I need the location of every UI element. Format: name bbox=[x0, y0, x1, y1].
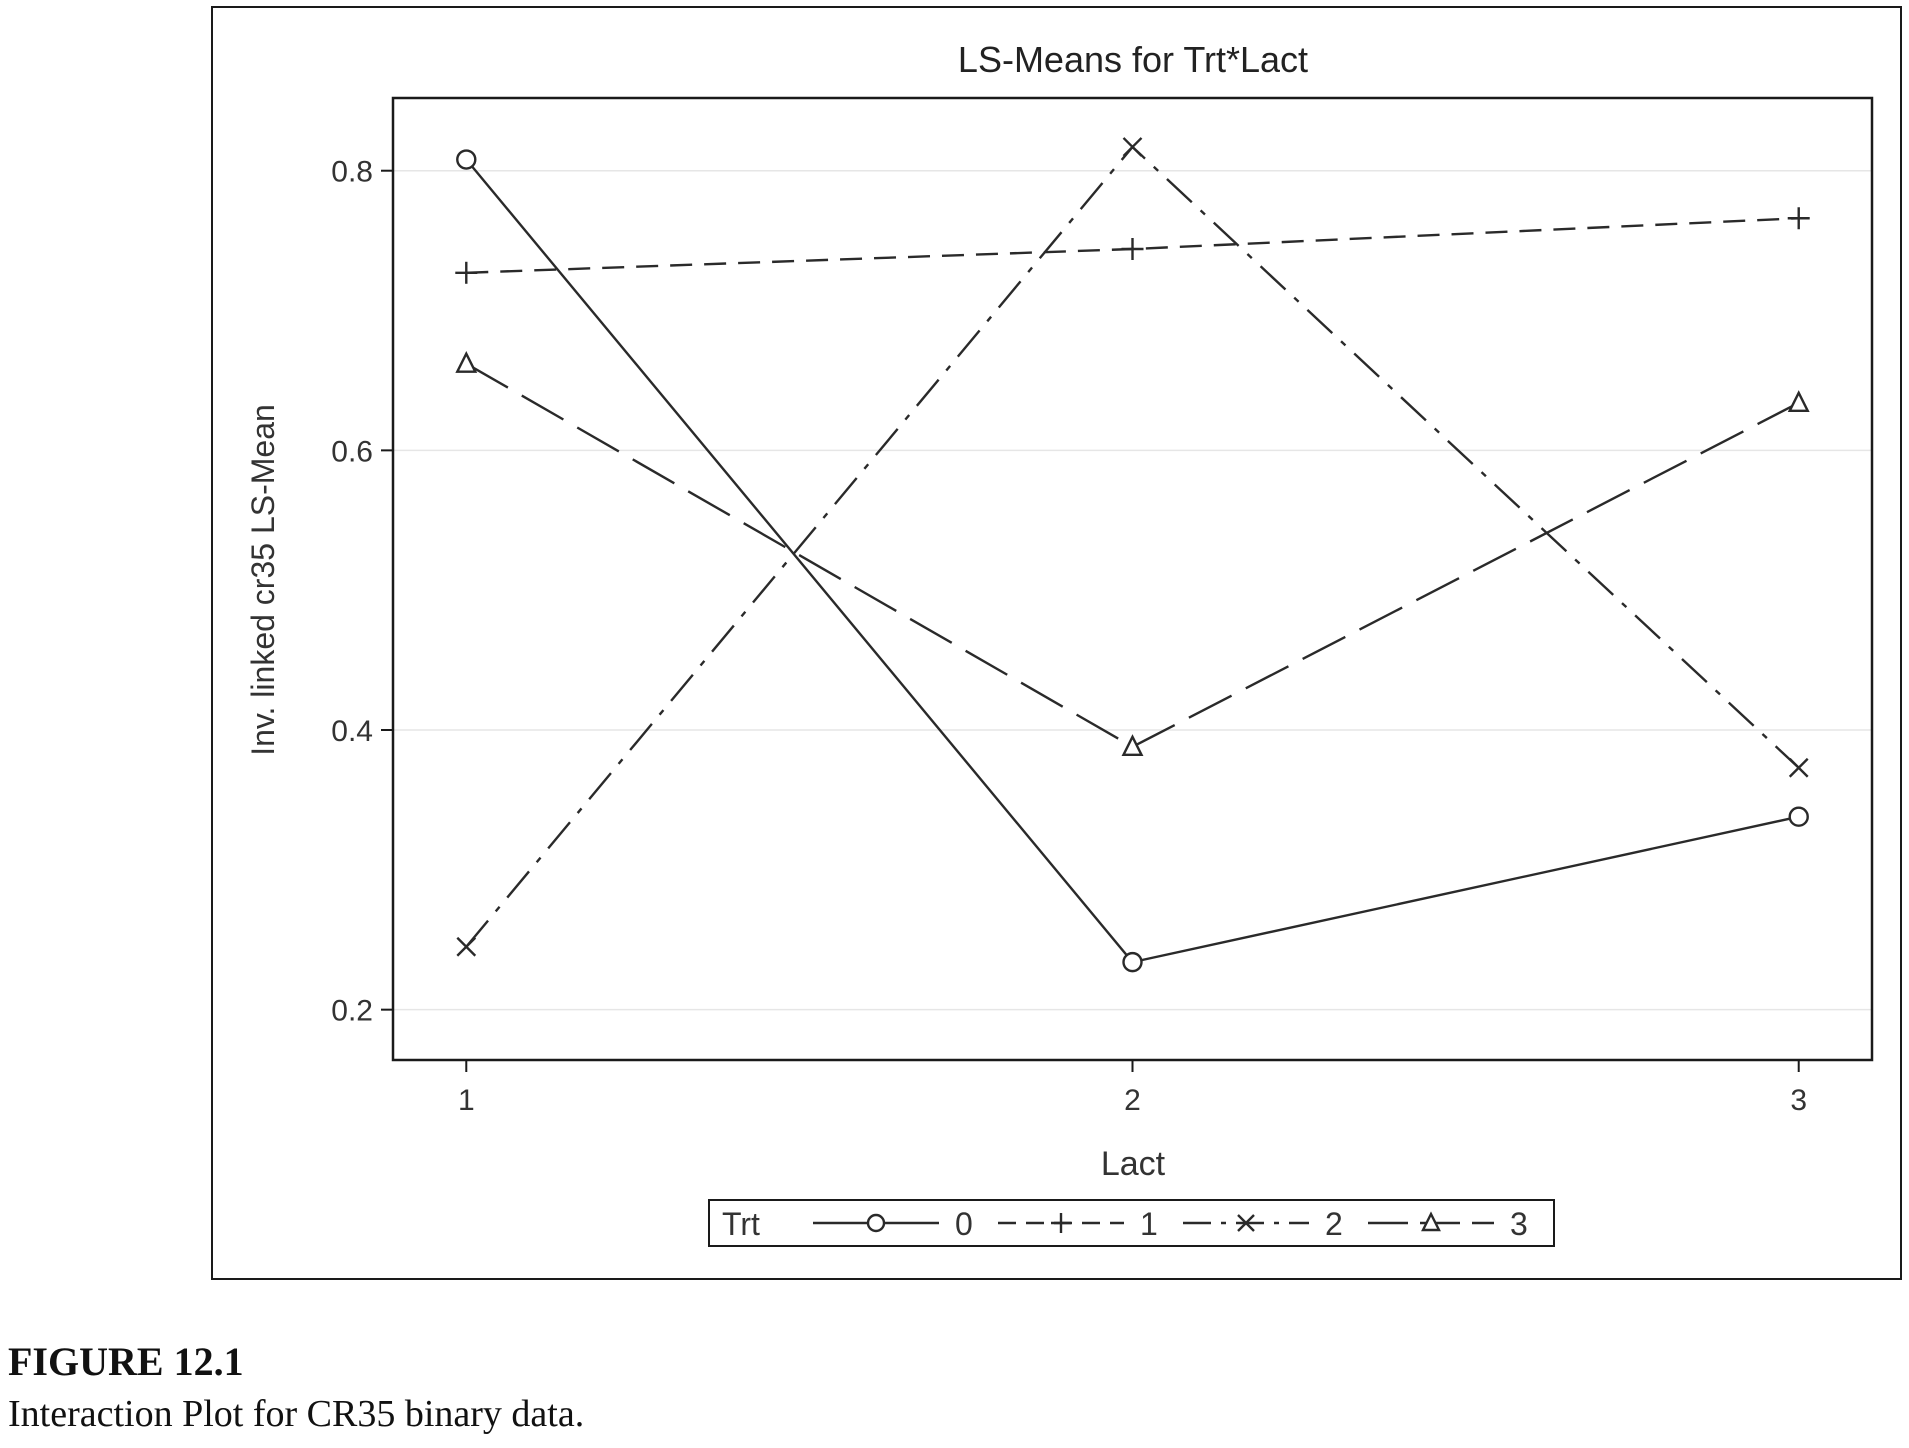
data-point-circle bbox=[1122, 951, 1143, 973]
data-point-plus bbox=[1787, 207, 1810, 230]
legend-entry-trt-2: 2 bbox=[1183, 1206, 1343, 1242]
legend-label: 1 bbox=[1140, 1206, 1158, 1242]
data-point-circle bbox=[1788, 806, 1809, 827]
plot-area-frame bbox=[391, 96, 1874, 1062]
series-trt-0 bbox=[456, 149, 1809, 973]
legend-label: 3 bbox=[1510, 1206, 1528, 1242]
legend-label: 0 bbox=[955, 1206, 973, 1242]
data-point-circle bbox=[456, 149, 477, 170]
data-point-triangle bbox=[1787, 390, 1810, 413]
legend: Trt 0 1 2 3 bbox=[708, 1199, 1555, 1247]
series-trt-1 bbox=[455, 207, 1810, 284]
x-axis-title: Lact bbox=[1101, 1145, 1166, 1183]
y-tick-label: 0.8 bbox=[331, 156, 373, 189]
legend-title: Trt bbox=[722, 1206, 760, 1242]
y-tick-label: 0.6 bbox=[331, 435, 373, 468]
x-tick-label: 2 bbox=[1124, 1084, 1141, 1117]
gridlines bbox=[393, 169, 1872, 1011]
data-point-x bbox=[1122, 137, 1143, 157]
legend-entry-trt-0: 0 bbox=[813, 1206, 973, 1242]
y-tick-label: 0.2 bbox=[331, 995, 373, 1028]
legend-entry-trt-3: 3 bbox=[1368, 1206, 1528, 1242]
legend-label: 2 bbox=[1325, 1206, 1343, 1242]
data-point-plus bbox=[455, 261, 478, 284]
series-line bbox=[465, 145, 1800, 948]
data-point-x bbox=[456, 936, 477, 957]
y-axis: 0.2 0.4 0.6 0.8 bbox=[331, 156, 393, 1028]
legend-entries: 0 1 2 3 bbox=[813, 1206, 1528, 1242]
data-point-triangle bbox=[455, 350, 478, 373]
legend-marker-circle bbox=[866, 1213, 886, 1233]
data-point-plus bbox=[1121, 238, 1144, 261]
series-lines bbox=[455, 137, 1810, 973]
figure-label: FIGURE 12.1 bbox=[8, 1339, 244, 1384]
chart-title: LS-Means for Trt*Lact bbox=[958, 39, 1308, 80]
x-tick-label: 1 bbox=[458, 1084, 475, 1117]
series-line bbox=[465, 362, 1800, 749]
x-axis: 1 2 3 bbox=[458, 1060, 1807, 1117]
series-trt-2 bbox=[456, 137, 1809, 957]
y-axis-title: Inv. linked cr35 LS-Mean bbox=[245, 404, 281, 756]
outer-figure-frame bbox=[211, 6, 1902, 1280]
figure-caption: Interaction Plot for CR35 binary data. bbox=[8, 1393, 585, 1435]
legend-marker-x bbox=[1237, 1214, 1255, 1232]
y-tick-label: 0.4 bbox=[331, 715, 373, 748]
x-tick-label: 3 bbox=[1790, 1084, 1807, 1117]
data-point-triangle bbox=[1121, 734, 1144, 756]
series-trt-3 bbox=[455, 350, 1810, 756]
legend-entry-trt-1: 1 bbox=[998, 1206, 1158, 1242]
legend-marker-triangle bbox=[1421, 1211, 1441, 1232]
data-point-x bbox=[1788, 757, 1809, 778]
legend-marker-plus bbox=[1051, 1213, 1071, 1233]
series-line bbox=[465, 158, 1799, 964]
